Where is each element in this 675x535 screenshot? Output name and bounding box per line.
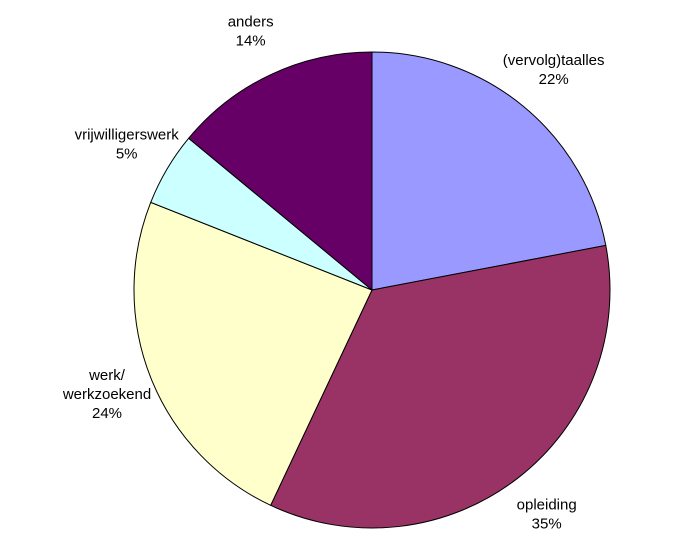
slice-label: anders — [228, 14, 274, 31]
value-label: 14% — [236, 33, 266, 50]
pie-slice — [187, 51, 373, 292]
label-line: anders — [228, 14, 274, 31]
label-line: werk/ — [88, 367, 126, 384]
value-label: 24% — [92, 405, 122, 422]
label-line: opleiding — [517, 497, 577, 514]
value-label: 35% — [532, 516, 562, 533]
pie-slice — [371, 51, 607, 291]
value-label: 5% — [116, 145, 138, 162]
slice-label: werk/werkzoekend — [62, 367, 151, 403]
slice-label: (vervolg)taalles — [503, 52, 605, 69]
value-label: 22% — [539, 71, 569, 88]
slice-label: vrijwilligerswerk — [75, 126, 180, 143]
pie-slice — [269, 244, 611, 529]
slice-label: opleiding — [517, 497, 577, 514]
pie-slice — [133, 201, 373, 507]
label-line: werkzoekend — [62, 386, 151, 403]
label-line: (vervolg)taalles — [503, 52, 605, 69]
label-line: vrijwilligerswerk — [75, 126, 180, 143]
